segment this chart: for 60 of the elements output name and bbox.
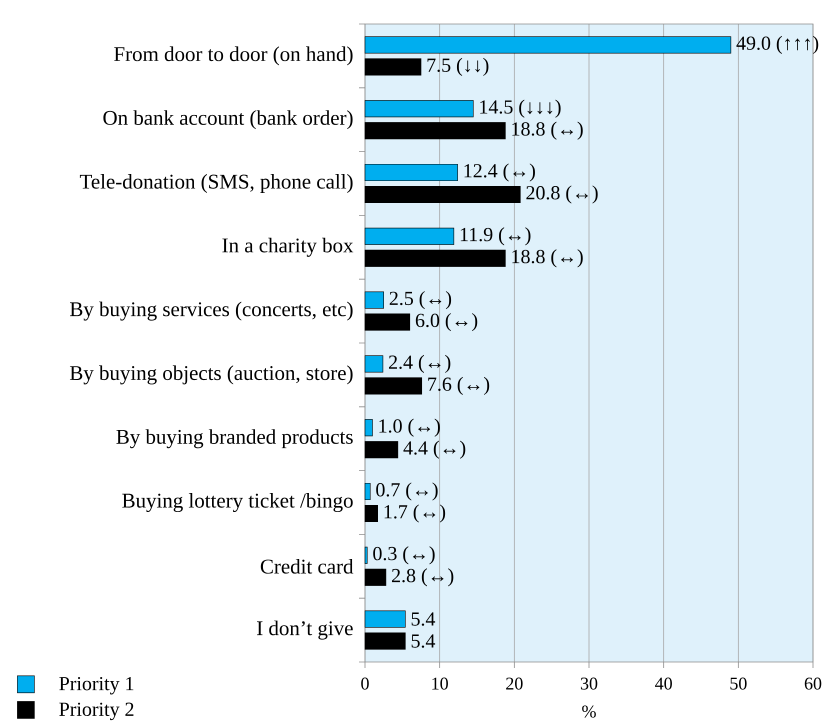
y-tick-label: Tele-donation (SMS, phone call): [80, 174, 353, 193]
data-label: 7.6 (↔): [428, 376, 490, 395]
data-label: 0.3 (↔): [373, 546, 435, 564]
bar: [364, 250, 506, 267]
data-label: 20.8 (↔): [526, 185, 598, 204]
y-tick-label: By buying branded products: [116, 429, 353, 448]
x-tick-label: 30: [580, 678, 598, 690]
bar: [364, 292, 384, 309]
y-tick-label: Buying lottery ticket /bingo: [122, 492, 353, 512]
bar: [364, 377, 422, 394]
data-label: 1.0 (↔): [379, 418, 440, 437]
bar: [364, 58, 422, 76]
data-label: 7.5 (↓↓): [428, 58, 488, 76]
x-tick-label: 20: [506, 678, 523, 690]
legend-label: Priority 2: [59, 702, 134, 720]
bar: [364, 546, 368, 564]
y-tick-label: From door to door (on hand): [114, 46, 353, 66]
data-label: 49.0 (↑↑↑): [736, 36, 818, 54]
bar: [364, 419, 373, 436]
bar: [364, 228, 454, 245]
bar: [364, 568, 386, 586]
x-axis-title: %: [582, 705, 596, 718]
data-label: 6.0 (↔): [416, 313, 478, 332]
y-tick-label: By buying objects (auction, store): [70, 365, 353, 384]
x-tick-label: 60: [804, 678, 822, 690]
x-tick-label: 40: [655, 678, 672, 690]
y-tick-label: I don’t give: [256, 620, 353, 640]
y-tick-label: On bank account (bank order): [103, 110, 353, 130]
legend-label: Priority 1: [59, 676, 134, 694]
y-tick-label: In a charity box: [222, 238, 354, 257]
data-label: 11.9 (↔): [460, 227, 530, 246]
bar: [364, 504, 378, 522]
data-label: 4.4 (↔): [403, 440, 466, 459]
data-label: 2.5 (↔): [390, 291, 452, 310]
data-label: 12.4 (↔): [464, 163, 535, 182]
x-tick-label: 10: [432, 678, 448, 690]
bar: [364, 186, 521, 204]
bar: [364, 482, 371, 500]
bar: [364, 355, 384, 372]
data-label: 18.8 (↔): [512, 122, 583, 140]
data-label: 2.4 (↔): [388, 354, 450, 373]
bar: [364, 610, 406, 628]
bar: [364, 100, 474, 118]
x-tick-label: 50: [730, 678, 747, 690]
data-label: 1.7 (↔): [384, 504, 446, 523]
bar: [364, 36, 732, 54]
data-label: 5.4: [412, 612, 436, 626]
x-tick-label: 0: [361, 678, 369, 690]
y-tick-label: By buying services (concerts, etc): [70, 302, 353, 321]
data-label: 2.8 (↔): [392, 568, 454, 586]
data-label: 18.8 (↔): [512, 249, 583, 268]
data-label: 0.7 (↔): [376, 482, 438, 501]
bar: [364, 122, 506, 140]
data-label: 5.4: [412, 634, 436, 648]
y-tick-label: Credit card: [260, 558, 354, 574]
bar: [364, 441, 398, 458]
data-label: 14.5 (↓↓↓): [480, 100, 561, 118]
bar: [364, 632, 406, 650]
bar: [364, 164, 458, 182]
bar: [364, 314, 410, 331]
